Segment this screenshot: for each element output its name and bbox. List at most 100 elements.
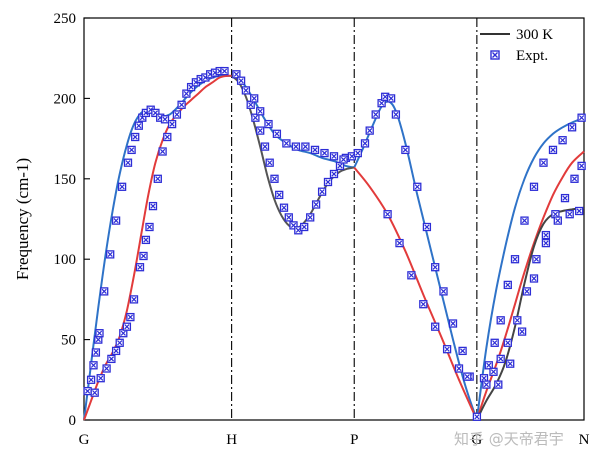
expt-data-point bbox=[529, 274, 539, 283]
expt-data-point bbox=[496, 316, 505, 325]
expt-data-point bbox=[177, 100, 186, 109]
expt-data-point bbox=[565, 210, 574, 219]
legend-marker-swatch bbox=[490, 50, 500, 60]
expt-data-point bbox=[490, 338, 499, 347]
dispersion-branch-line bbox=[475, 116, 585, 421]
expt-data-point bbox=[407, 271, 416, 280]
expt-data-point bbox=[577, 113, 586, 122]
expt-data-point bbox=[167, 119, 177, 129]
expt-data-point bbox=[139, 251, 148, 261]
expt-data-point bbox=[129, 295, 139, 304]
expt-data-point bbox=[567, 123, 577, 132]
expt-data-point bbox=[386, 94, 396, 103]
expt-data-point bbox=[494, 380, 503, 389]
legend: 300 K Expt. bbox=[480, 27, 553, 64]
expt-data-point bbox=[419, 300, 428, 309]
expt-data-point bbox=[439, 287, 448, 296]
expt-data-point bbox=[236, 76, 246, 85]
legend-label-300k: 300 K bbox=[516, 27, 553, 43]
expt-data-point bbox=[158, 147, 167, 156]
expt-data-point bbox=[250, 94, 259, 103]
expt-data-point bbox=[365, 126, 374, 135]
expt-data-point bbox=[123, 158, 133, 167]
expt-data-point bbox=[100, 287, 109, 296]
y-tick-label: 0 bbox=[69, 413, 77, 429]
expt-data-point bbox=[395, 238, 404, 248]
expt-data-point bbox=[117, 182, 127, 191]
expt-data-point bbox=[489, 367, 498, 376]
watermark-text: 知乎 @天帝君宇 bbox=[454, 430, 564, 448]
expt-data-point bbox=[135, 263, 145, 272]
expt-data-point bbox=[126, 312, 135, 322]
expt-data-point bbox=[339, 155, 348, 164]
expt-data-point bbox=[506, 359, 515, 368]
y-axis-title: Frequency (cm-1) bbox=[13, 158, 32, 280]
y-axis-ticks: 0 50 100 150 200 250 bbox=[54, 11, 90, 429]
expt-data-point bbox=[329, 169, 339, 179]
expt-data-point bbox=[127, 145, 136, 155]
expt-data-point bbox=[131, 132, 140, 142]
expt-data-point bbox=[270, 174, 279, 183]
x-tick-label: P bbox=[350, 432, 358, 448]
dispersion-branch-line bbox=[475, 206, 585, 421]
expt-data-point bbox=[289, 221, 298, 230]
expt-data-point bbox=[317, 187, 327, 196]
expt-data-point bbox=[371, 110, 380, 119]
expt-data-point bbox=[448, 319, 458, 328]
expt-data-point bbox=[282, 139, 291, 148]
expt-data-point bbox=[115, 338, 124, 347]
expt-data-point bbox=[163, 132, 172, 142]
expt-data-point bbox=[311, 200, 321, 209]
dispersion-branch-line bbox=[353, 100, 478, 421]
expt-data-point bbox=[548, 145, 558, 155]
expt-data-point bbox=[484, 361, 493, 370]
expt-data-point bbox=[551, 210, 560, 219]
expt-data-point bbox=[360, 139, 370, 148]
expt-data-point bbox=[496, 354, 505, 364]
expt-data-point bbox=[111, 216, 121, 225]
dispersion-curves bbox=[83, 74, 585, 421]
expt-data-point bbox=[256, 126, 265, 135]
expt-data-point bbox=[513, 316, 522, 325]
expt-data-point bbox=[86, 375, 96, 384]
expt-data-point bbox=[575, 206, 584, 216]
expt-data-point bbox=[241, 86, 251, 95]
expt-data-point bbox=[503, 280, 512, 290]
expt-data-point bbox=[284, 213, 293, 222]
expt-data-point bbox=[275, 190, 284, 200]
expt-data-point bbox=[182, 89, 191, 98]
expt-data-point bbox=[381, 92, 390, 101]
y-tick-label: 250 bbox=[54, 11, 77, 27]
expt-data-point bbox=[279, 203, 289, 212]
expt-data-point bbox=[265, 158, 274, 167]
expt-data-point bbox=[329, 152, 339, 161]
expt-data-point bbox=[260, 142, 270, 151]
expt-data-point bbox=[106, 250, 115, 259]
dispersion-branch-line bbox=[353, 166, 478, 421]
expt-data-point bbox=[532, 255, 541, 264]
expt-data-point bbox=[401, 145, 410, 155]
expt-data-point bbox=[541, 238, 551, 248]
expt-data-point bbox=[256, 107, 265, 116]
expt-data-point bbox=[558, 136, 567, 145]
expt-data-point bbox=[306, 213, 315, 222]
expt-data-point bbox=[220, 66, 229, 76]
expt-data-point bbox=[570, 174, 579, 183]
expt-data-point bbox=[577, 161, 586, 171]
expt-data-point bbox=[560, 193, 570, 203]
expt-data-point bbox=[431, 322, 440, 331]
expt-data-point bbox=[510, 255, 520, 264]
expt-data-point bbox=[463, 372, 472, 381]
expt-data-point bbox=[83, 386, 92, 396]
expt-data-point bbox=[91, 348, 101, 357]
x-tick-label: G bbox=[79, 432, 90, 448]
expt-data-point bbox=[391, 110, 401, 119]
expt-data-point bbox=[383, 210, 392, 219]
expt-data-point bbox=[539, 158, 548, 167]
expt-data-point bbox=[89, 361, 98, 370]
legend-label-expt: Expt. bbox=[516, 48, 548, 64]
expt-data-point bbox=[148, 201, 158, 211]
x-tick-label: N bbox=[579, 432, 590, 448]
